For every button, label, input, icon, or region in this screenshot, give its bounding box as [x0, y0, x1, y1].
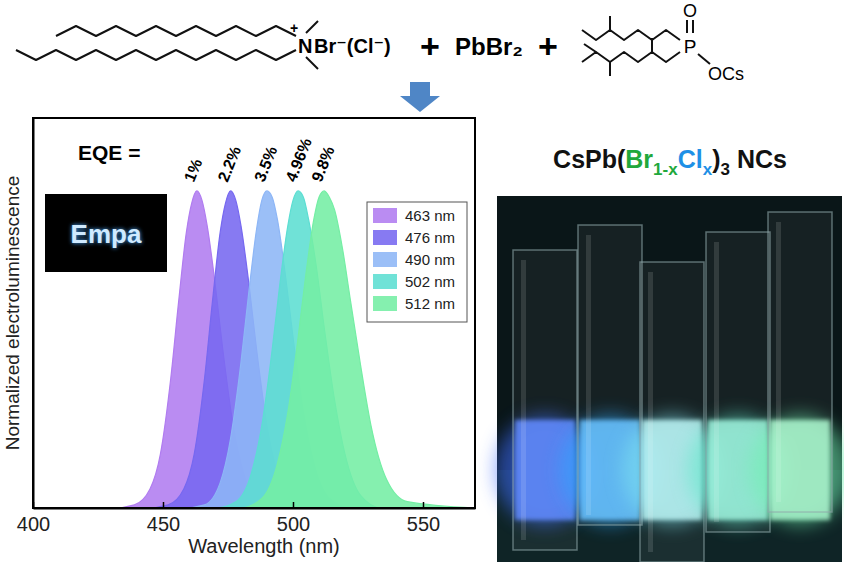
anion: Br⁻(Cl⁻) [314, 35, 391, 57]
double-bond [686, 20, 688, 33]
plot-frame [33, 118, 475, 508]
legend-swatch [373, 230, 397, 245]
photo-background [497, 196, 842, 562]
legend-label: 463 nm [405, 207, 455, 224]
alkyl-chain [582, 30, 680, 40]
legend-item: 463 nm [373, 207, 455, 224]
charge: + [290, 20, 298, 36]
methyl-bond [306, 57, 318, 69]
legend-label: 476 nm [405, 229, 455, 246]
vial-reflection [586, 235, 591, 515]
plus-sign: + [538, 27, 558, 65]
x-tick-label: 550 [407, 513, 440, 535]
y-axis-title: Normalized electroluminescence [2, 176, 23, 451]
spectrum-area [33, 191, 475, 508]
x-axis-title: Wavelength (nm) [188, 535, 340, 557]
photo-title-part: ) [712, 145, 720, 173]
legend-label: 502 nm [405, 273, 455, 290]
phosphinate-oxygen: O [683, 1, 697, 21]
methyl-bond [306, 21, 318, 33]
legend-item: 512 nm [373, 295, 455, 312]
legend-swatch [373, 274, 397, 289]
methyl-bond [609, 16, 611, 30]
x-axis-line [34, 508, 476, 510]
plot-area [33, 191, 475, 508]
vial-glass [640, 262, 704, 562]
vial-reflection [648, 272, 653, 552]
photo-title-part: Cl [678, 145, 703, 173]
spectrum-area [33, 191, 475, 508]
figure: N+Br⁻(Cl⁻)++PbBr₂OPOCs400450500550Wavele… [0, 0, 844, 562]
phosphinate-salt: OCs [708, 64, 744, 84]
legend-item: 476 nm [373, 229, 455, 246]
legend-label: 512 nm [405, 295, 455, 312]
vial-reflection [776, 222, 781, 502]
cation: N [298, 35, 312, 57]
x-tick-mark [163, 502, 165, 508]
x-tick-label: 400 [17, 513, 50, 535]
photo-title-part: 1-x [653, 160, 678, 179]
methyl-bond [609, 62, 611, 76]
x-tick-label: 450 [147, 513, 180, 535]
eqe-label: 1% [181, 156, 205, 184]
photo-title-part: NCs [730, 145, 787, 173]
inset-background [45, 194, 167, 272]
reaction-scheme: N+Br⁻(Cl⁻)++PbBr₂OPOCs [16, 1, 744, 84]
x-tick-label: 500 [277, 513, 310, 535]
x-tick: 500 [277, 502, 310, 535]
alkyl-chain [582, 52, 680, 62]
phosphinate-phosphorus: P [684, 36, 697, 57]
legend-label: 490 nm [405, 251, 455, 268]
vial-reflection [521, 260, 526, 540]
arrow [400, 82, 440, 112]
legend-item: 490 nm [373, 251, 455, 268]
double-bond [692, 20, 694, 33]
vial-reflection [714, 242, 719, 522]
x-tick-mark [423, 502, 425, 508]
alkyl-chain [56, 26, 296, 36]
photo-title-part: Br [625, 145, 653, 173]
y-axis [33, 119, 34, 509]
legend-item: 502 nm [373, 273, 455, 290]
y-axis-line [33, 119, 35, 509]
inset-photo: EmpaEmpa [45, 194, 167, 272]
vial-glass [768, 212, 832, 512]
methyl-bond [584, 44, 596, 52]
legend: 463 nm 476 nm 490 nm 502 nm 512 nm [367, 202, 467, 322]
x-tick-mark [293, 502, 295, 508]
lead-salt: PbBr₂ [455, 33, 523, 60]
photo-title-part: CsPb( [553, 145, 626, 173]
single-bond [698, 54, 710, 64]
legend-box [367, 202, 467, 322]
x-axis: 400 450 500 550 [17, 502, 476, 535]
spectrum-area [33, 191, 475, 508]
vial-glass [513, 250, 577, 550]
inset-glow: Empa [71, 219, 142, 249]
photo-title: CsPb(Br1-xClx)3 NCs [553, 145, 787, 179]
eqe-label: 3.5% [251, 144, 280, 184]
page: N+Br⁻(Cl⁻)++PbBr₂OPOCs400450500550Wavele… [0, 0, 844, 562]
inset-text: Empa [71, 219, 142, 249]
annotation: EQE = [78, 141, 140, 164]
x-tick: 450 [147, 502, 180, 535]
methyl-bond [651, 38, 653, 52]
photo-title-part: 3 [720, 160, 729, 179]
eqe-label: 2.2% [215, 144, 244, 184]
legend-swatch [373, 296, 397, 311]
legend-swatch [373, 208, 397, 223]
plus-sign: + [420, 27, 440, 65]
spectrum-area [33, 191, 475, 508]
chart: 400 450 500 550 Wavelength (nm) Normalized el… [2, 118, 476, 557]
spectrum-area [33, 191, 475, 508]
alkyl-chain [16, 50, 296, 60]
legend-swatch [373, 252, 397, 267]
eqe-label: 9.8% [308, 144, 337, 184]
x-tick: 550 [407, 502, 440, 535]
vial-photo: CsPb(Br1-xClx)3 NCs [495, 145, 844, 562]
